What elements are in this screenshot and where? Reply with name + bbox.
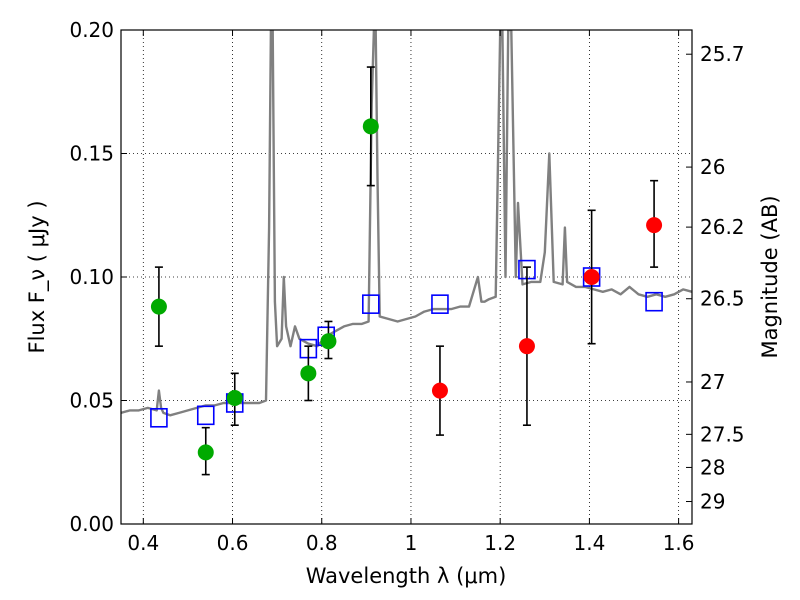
red-data-point [518, 338, 535, 355]
x-axis-label: Wavelength λ (μm) [306, 564, 507, 588]
red-data-point [646, 217, 663, 234]
y-tick-label: 0.00 [69, 512, 114, 536]
right-tick-label: 27.5 [700, 422, 745, 446]
red-data-point [583, 269, 600, 285]
x-tick-label: 1 [405, 531, 418, 555]
ticks: 0.4 0.6 0.8 1 1.2 1.4 1.6 0.00 0.05 0.10 0.15 0.20 2… [69, 18, 744, 555]
right-tick-label: 26.5 [700, 287, 745, 311]
green-data-point [150, 298, 167, 315]
right-tick-label: 26.2 [700, 215, 745, 239]
model-photometry-square [645, 291, 663, 312]
y-tick-label: 0.05 [69, 389, 114, 413]
green-data-point [226, 390, 243, 407]
x-tick-label: 0.4 [127, 531, 159, 555]
green-data-point [300, 365, 317, 382]
x-tick-label: 0.8 [306, 531, 338, 555]
right-tick-label: 28 [700, 455, 725, 479]
model-photometry-square [150, 407, 168, 428]
green-data-point [320, 333, 337, 350]
right-tick-label: 25.7 [700, 42, 745, 66]
right-tick-label: 27 [700, 370, 725, 394]
y-tick-label: 0.20 [69, 18, 114, 42]
model-photometry-square [362, 294, 380, 314]
green-data-point [197, 444, 214, 461]
errorbar-layer [150, 66, 663, 476]
right-tick-label: 26 [700, 155, 725, 179]
y-axis-label: Flux F_ν ( μJy ) [25, 200, 50, 353]
x-tick-label: 1.2 [484, 531, 516, 555]
model-photometry-square [431, 294, 449, 314]
x-tick-label: 1.4 [573, 531, 605, 555]
model-photometry-square [196, 405, 215, 426]
x-tick-label: 1.6 [663, 531, 695, 555]
y-tick-label: 0.10 [69, 265, 114, 289]
right-tick-label: 29 [700, 490, 725, 514]
y-tick-label: 0.15 [69, 142, 114, 166]
red-data-point [431, 382, 448, 399]
green-data-point [362, 118, 379, 135]
right-axis-label: Magnitude (AB) [758, 195, 782, 358]
x-tick-label: 0.6 [217, 531, 249, 555]
